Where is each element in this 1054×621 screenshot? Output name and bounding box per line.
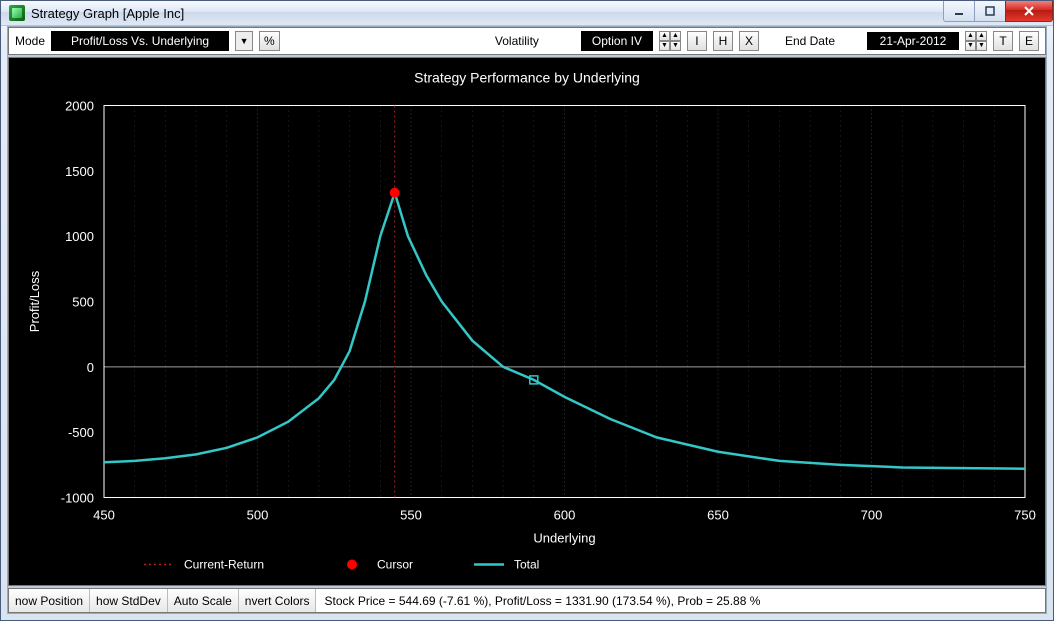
volatility-combo[interactable]: Option IV [581,31,653,51]
svg-text:700: 700 [861,508,883,523]
t-button[interactable]: T [993,31,1013,51]
svg-text:Underlying: Underlying [533,531,595,546]
content-area: Mode Profit/Loss Vs. Underlying ▼ % Vola… [7,26,1047,614]
titlebar[interactable]: Strategy Graph [Apple Inc] [1,1,1053,26]
volatility-label: Volatility [495,34,539,48]
window-frame: Strategy Graph [Apple Inc] Mode Profit/L… [0,0,1054,621]
strategy-chart: 450 500 550 600 650 700 750 -1000 -500 0 500 1000 15… [9,58,1045,585]
svg-text:Strategy Performance by Underl: Strategy Performance by Underlying [414,70,640,86]
date-spin-up1[interactable]: ▲ [965,31,976,41]
svg-text:500: 500 [247,508,269,523]
bottom-toolbar: now Position how StdDev Auto Scale nvert… [8,588,1046,613]
percent-button[interactable]: % [259,31,280,51]
status-text: Stock Price = 544.69 (-7.61 %), Profit/L… [316,589,1045,612]
end-date-spinner[interactable]: ▲▼ ▲▼ [965,31,987,51]
e-button[interactable]: E [1019,31,1039,51]
top-toolbar: Mode Profit/Loss Vs. Underlying ▼ % Vola… [8,27,1046,55]
svg-text:450: 450 [93,508,115,523]
close-icon [1022,4,1036,18]
vol-spin-dn1[interactable]: ▼ [659,41,670,51]
end-date-value[interactable]: 21-Apr-2012 [867,32,959,50]
svg-text:650: 650 [707,508,729,523]
window-title: Strategy Graph [Apple Inc] [31,6,184,21]
volatility-spinner[interactable]: ▲▼ ▲▼ [659,31,681,51]
svg-text:1000: 1000 [65,229,94,244]
svg-text:Profit/Loss: Profit/Loss [27,270,42,332]
auto-scale-button[interactable]: Auto Scale [168,589,239,612]
svg-text:-500: -500 [68,425,94,440]
minimize-icon [953,5,965,17]
svg-text:1500: 1500 [65,164,94,179]
date-spin-dn2[interactable]: ▼ [976,41,987,51]
window-buttons [943,1,1053,25]
mode-label: Mode [15,34,45,48]
show-position-button[interactable]: now Position [9,589,90,612]
svg-text:550: 550 [400,508,422,523]
svg-text:Total: Total [514,558,539,572]
svg-text:2000: 2000 [65,99,94,114]
chart-area[interactable]: 450 500 550 600 650 700 750 -1000 -500 0 500 1000 15… [8,57,1046,586]
date-spin-dn1[interactable]: ▼ [965,41,976,51]
date-spin-up2[interactable]: ▲ [976,31,987,41]
vol-spin-up2[interactable]: ▲ [670,31,681,41]
i-button[interactable]: I [687,31,707,51]
h-button[interactable]: H [713,31,733,51]
vol-spin-up1[interactable]: ▲ [659,31,670,41]
svg-text:-1000: -1000 [61,491,94,506]
svg-text:Current-Return: Current-Return [184,558,264,572]
x-button[interactable]: X [739,31,759,51]
maximize-icon [984,5,996,17]
svg-text:Cursor: Cursor [377,558,413,572]
invert-colors-button[interactable]: nvert Colors [239,589,317,612]
minimize-button[interactable] [943,1,975,22]
close-button[interactable] [1005,1,1053,22]
vol-spin-dn2[interactable]: ▼ [670,41,681,51]
svg-text:500: 500 [72,295,94,310]
show-stddev-button[interactable]: how StdDev [90,589,168,612]
end-date-label: End Date [785,34,835,48]
app-icon [9,5,25,21]
maximize-button[interactable] [974,1,1006,22]
svg-text:600: 600 [554,508,576,523]
svg-text:0: 0 [87,360,94,375]
svg-text:750: 750 [1014,508,1036,523]
mode-combo[interactable]: Profit/Loss Vs. Underlying [51,31,229,51]
mode-dropdown-button[interactable]: ▼ [235,31,253,51]
